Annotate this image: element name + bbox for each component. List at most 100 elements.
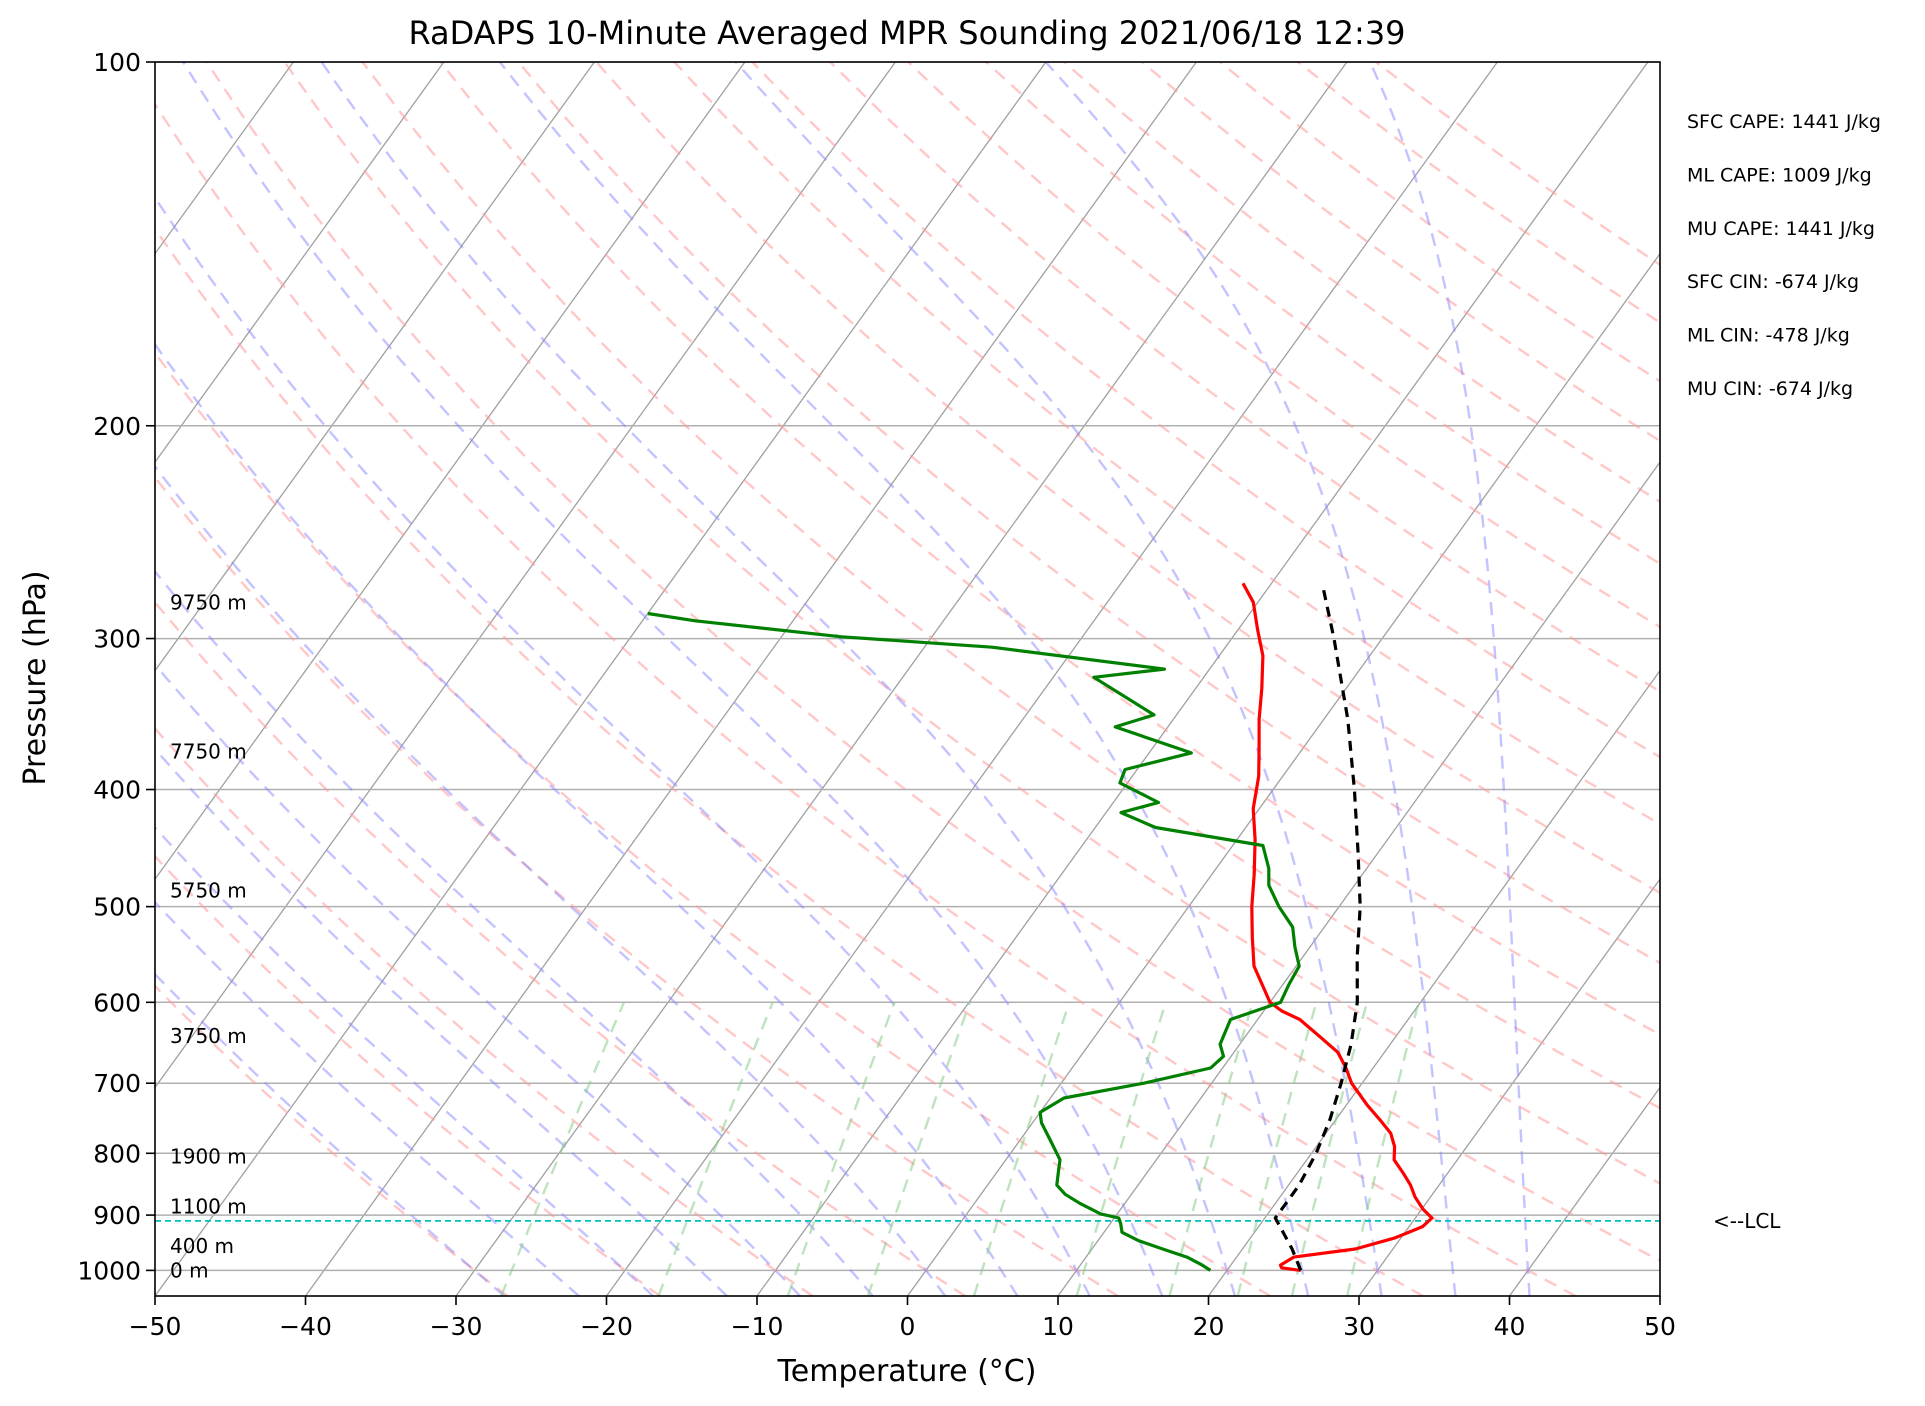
moist-adiabat-line bbox=[155, 747, 728, 1296]
dry-adiabat-line bbox=[673, 62, 1660, 826]
moist-adiabat-line bbox=[1368, 62, 1531, 1296]
x-tick-label: 20 bbox=[1193, 1312, 1225, 1341]
moist-adiabat-line bbox=[155, 569, 874, 1296]
y-tick-label: 900 bbox=[93, 1201, 141, 1230]
x-tick-label: −20 bbox=[580, 1312, 633, 1341]
x-tick-label: 50 bbox=[1644, 1312, 1676, 1341]
x-tick-label: −30 bbox=[430, 1312, 483, 1341]
x-axis: −50 −40 −30 −20 −10 0 10 20 30 40 50 bbox=[129, 1296, 1676, 1341]
isotherm-line bbox=[1358, 877, 1660, 1296]
mixing-ratio-line bbox=[657, 1001, 774, 1296]
dry-adiabat-line bbox=[1141, 62, 1660, 443]
series-line-dewpoint bbox=[647, 611, 1301, 1272]
plot-frame bbox=[154, 61, 1661, 1297]
moist-adiabat-line bbox=[155, 662, 801, 1296]
mixing-ratio-line bbox=[786, 1001, 896, 1296]
height-label: 7750 m bbox=[170, 739, 247, 763]
stat-line: SFC CAPE: 1441 J/kg bbox=[1687, 111, 1881, 133]
isotherm-line bbox=[605, 62, 1498, 1296]
y-tick-label: 100 bbox=[93, 48, 141, 77]
sounding-series bbox=[647, 582, 1434, 1272]
moist-adiabat-line bbox=[498, 62, 1310, 1296]
dry-adiabat-line bbox=[439, 62, 1660, 1037]
moist-adiabat-line bbox=[1044, 62, 1457, 1296]
y-axis: 100 200 300 400 500 600 700 800 900 1000 bbox=[77, 48, 155, 1285]
x-tick-label: 40 bbox=[1494, 1312, 1526, 1341]
y-tick-label: 200 bbox=[93, 412, 141, 441]
height-label: 5750 m bbox=[170, 879, 247, 903]
y-tick-label: 1000 bbox=[77, 1256, 141, 1285]
moist-adiabat-line bbox=[155, 195, 1091, 1296]
dry-adiabat-line bbox=[155, 854, 661, 1296]
height-label: 400 m bbox=[170, 1234, 234, 1258]
isotherm-line bbox=[155, 62, 1047, 1296]
isotherm-line bbox=[1659, 1294, 1660, 1296]
isotherm-line bbox=[1508, 1086, 1660, 1296]
y-tick-label: 500 bbox=[93, 893, 141, 922]
stat-line: MU CIN: -674 J/kg bbox=[1687, 378, 1853, 400]
moist-adiabat-line bbox=[155, 825, 654, 1296]
lcl-layer: <--LCL bbox=[155, 1209, 1781, 1233]
dry-adiabat-line bbox=[907, 62, 1660, 629]
moist-adiabat-line bbox=[734, 62, 1383, 1296]
mixing-ratio-line bbox=[500, 1001, 626, 1296]
dry-adiabat-line bbox=[155, 350, 1272, 1296]
dry-adiabat-line bbox=[155, 101, 1577, 1296]
isotherm-line bbox=[906, 252, 1660, 1296]
chart-title: RaDAPS 10-Minute Averaged MPR Sounding 2… bbox=[408, 14, 1405, 52]
dry-adiabat-line bbox=[155, 726, 814, 1296]
moist-adiabat-line bbox=[155, 342, 1019, 1296]
dry-adiabat-line bbox=[283, 62, 1660, 1185]
height-label: 9750 m bbox=[170, 590, 247, 614]
x-tick-label: −50 bbox=[129, 1312, 182, 1341]
dry-adiabat-line bbox=[1219, 62, 1660, 383]
mixing-ratio-line bbox=[866, 1001, 972, 1296]
lcl-label: <--LCL bbox=[1713, 1209, 1781, 1233]
height-label: 3750 m bbox=[170, 1024, 247, 1048]
isotherm-line bbox=[1811, 62, 1925, 1296]
x-tick-label: −10 bbox=[731, 1312, 784, 1341]
dry-adiabat-line bbox=[985, 62, 1660, 566]
dry-adiabat-line bbox=[361, 62, 1660, 1110]
y-tick-label: 800 bbox=[93, 1139, 141, 1168]
dry-adiabat-line bbox=[155, 984, 509, 1296]
dry-adiabat-line bbox=[155, 475, 1119, 1296]
isotherm-line bbox=[756, 62, 1649, 1296]
background-lines bbox=[155, 62, 1925, 1296]
y-axis-label: Pressure (hPa) bbox=[18, 570, 53, 785]
y-tick-label: 600 bbox=[93, 988, 141, 1017]
dry-adiabat-line bbox=[1063, 62, 1660, 504]
mixing-ratio-line bbox=[1346, 1002, 1420, 1296]
stat-line: ML CIN: -478 J/kg bbox=[1687, 325, 1850, 347]
stat-line: SFC CIN: -674 J/kg bbox=[1687, 271, 1859, 293]
dry-adiabat-line bbox=[155, 600, 966, 1296]
x-tick-label: −40 bbox=[279, 1312, 332, 1341]
isotherm-line bbox=[1057, 461, 1660, 1296]
y-tick-label: 300 bbox=[93, 625, 141, 654]
moist-adiabat-line bbox=[155, 900, 580, 1296]
series-line-temperature bbox=[1241, 582, 1434, 1272]
moist-adiabat-line bbox=[320, 62, 1237, 1296]
x-axis-label: Temperature (°C) bbox=[777, 1354, 1037, 1389]
series-line-parcel bbox=[1273, 586, 1362, 1271]
mixing-ratio-line bbox=[1075, 1001, 1167, 1296]
dry-adiabat-line bbox=[829, 62, 1660, 693]
height-label: 0 m bbox=[170, 1258, 209, 1282]
isotherm-line bbox=[1207, 669, 1660, 1296]
isotherm-line bbox=[155, 62, 746, 881]
moist-adiabat-line bbox=[155, 972, 505, 1296]
dry-adiabat-line bbox=[155, 226, 1424, 1296]
dry-adiabat-line bbox=[1297, 62, 1660, 324]
x-tick-label: 10 bbox=[1042, 1312, 1074, 1341]
x-tick-label: 0 bbox=[900, 1312, 916, 1341]
stat-line: ML CAPE: 1009 J/kg bbox=[1687, 164, 1872, 186]
moist-adiabat-line bbox=[182, 62, 1164, 1296]
height-label: 1900 m bbox=[170, 1145, 247, 1169]
isotherm-line bbox=[155, 62, 595, 672]
isotherm-line bbox=[455, 62, 1348, 1296]
stat-line: MU CAPE: 1441 J/kg bbox=[1687, 218, 1875, 240]
isotherm-line bbox=[155, 62, 896, 1089]
dry-adiabat-line bbox=[1375, 62, 1660, 267]
